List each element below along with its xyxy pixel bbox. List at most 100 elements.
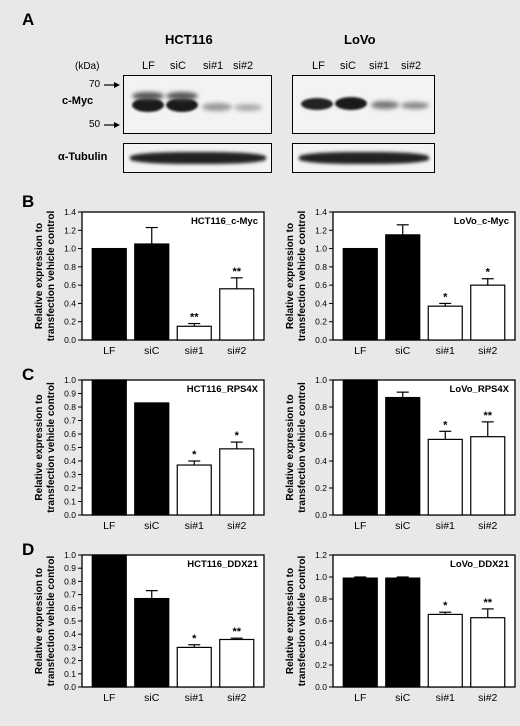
bar — [91, 554, 127, 688]
y-tick-label: 0.8 — [64, 402, 76, 412]
y-tick-label: 0.2 — [315, 660, 327, 670]
y-axis-label: transfection vehicle control — [297, 210, 308, 341]
blot-row-label-cmyc: c-Myc — [62, 95, 94, 107]
significance-marker: * — [235, 430, 240, 442]
lane-label: si#1 — [369, 60, 390, 72]
x-tick-label: si#1 — [185, 520, 204, 532]
y-tick-label: 0.6 — [64, 429, 76, 439]
y-tick-label: 0.0 — [64, 510, 76, 520]
bar — [91, 379, 127, 516]
blot-cell-line-hct116: HCT116 — [165, 32, 213, 47]
kda-label: (kDa) — [75, 61, 100, 72]
bar — [427, 305, 463, 341]
y-axis-label: Relative expression to — [34, 394, 45, 500]
bar — [342, 577, 378, 688]
y-tick-label: 0.0 — [315, 682, 327, 692]
y-axis-label: transfection vehicle control — [46, 210, 57, 341]
x-tick-label: si#2 — [478, 692, 497, 704]
y-tick-label: 0.8 — [315, 594, 327, 604]
x-tick-label: LF — [103, 520, 115, 532]
y-tick-label: 0.4 — [64, 629, 76, 639]
blot-cmyc-lovo — [292, 75, 435, 134]
x-tick-label: si#2 — [478, 345, 497, 357]
x-tick-label: LF — [103, 345, 115, 357]
y-axis-label: Relative expression to — [34, 568, 45, 674]
y-tick-label: 0.9 — [64, 563, 76, 573]
y-tick-label: 0.2 — [315, 483, 327, 493]
chart-title: HCT116_RPS4X — [187, 384, 259, 395]
y-tick-label: 1.4 — [315, 207, 327, 217]
y-axis-label: Relative expression to — [34, 223, 45, 329]
y-tick-label: 1.0 — [315, 572, 327, 582]
y-axis-label: transfection vehicle control — [297, 382, 308, 513]
y-tick-label: 1.0 — [64, 244, 76, 254]
x-tick-label: siC — [144, 692, 160, 704]
y-axis-label: transfection vehicle control — [46, 555, 57, 686]
x-tick-label: si#1 — [436, 692, 455, 704]
x-tick-label: si#1 — [185, 692, 204, 704]
y-tick-label: 0.8 — [315, 402, 327, 412]
lane-label: siC — [340, 60, 356, 72]
chart-lovo-c-myc: 0.0 0.2 0.4 0.6 0.8 1.0 1.2 1.4 Relative express… — [285, 207, 516, 357]
y-tick-label: 0.9 — [64, 389, 76, 399]
significance-marker: * — [443, 600, 448, 612]
y-tick-label: 0.7 — [64, 590, 76, 600]
chart-lovo-ddx21: 0.0 0.2 0.4 0.6 0.8 1.0 1.2 Relative expression… — [285, 550, 516, 704]
lane-label: si#2 — [401, 60, 422, 72]
y-tick-label: 0.4 — [315, 456, 327, 466]
y-tick-label: 0.8 — [64, 576, 76, 586]
x-tick-label: si#1 — [185, 345, 204, 357]
bar — [470, 284, 506, 341]
x-tick-label: siC — [144, 520, 160, 532]
significance-marker: * — [443, 419, 448, 431]
y-tick-label: 0.6 — [315, 280, 327, 290]
y-tick-label: 1.0 — [64, 375, 76, 385]
bar — [470, 617, 506, 688]
y-tick-label: 0.2 — [64, 656, 76, 666]
x-tick-label: siC — [395, 692, 411, 704]
y-tick-label: 0.3 — [64, 642, 76, 652]
bar — [385, 396, 421, 516]
y-tick-label: 0.5 — [64, 443, 76, 453]
y-tick-label: 0.3 — [64, 470, 76, 480]
y-tick-label: 1.2 — [315, 225, 327, 235]
significance-marker: * — [443, 291, 448, 303]
y-tick-label: 0.6 — [315, 616, 327, 626]
y-axis-label: Relative expression to — [285, 568, 296, 674]
significance-marker: * — [192, 449, 197, 461]
y-tick-label: 0.0 — [315, 510, 327, 520]
y-axis-label: transfection vehicle control — [46, 382, 57, 513]
marker-arrows — [104, 82, 120, 128]
bar — [176, 646, 212, 688]
x-tick-label: si#1 — [436, 345, 455, 357]
x-tick-label: si#1 — [436, 520, 455, 532]
bar — [427, 613, 463, 688]
y-tick-label: 0.4 — [64, 456, 76, 466]
x-tick-label: LF — [354, 692, 366, 704]
y-tick-label: 0.0 — [64, 335, 76, 345]
y-tick-label: 0.4 — [64, 298, 76, 308]
bar — [134, 243, 170, 341]
chart-hct116-rps4x: 0.0 0.1 0.2 0.3 0.4 0.5 0.6 0.7 0.8 0.9 1.0 Relativ… — [34, 375, 265, 532]
chart-lovo-rps4x: 0.0 0.2 0.4 0.6 0.8 1.0 Relative expression to… — [285, 375, 516, 532]
bar — [176, 464, 212, 516]
y-tick-label: 0.2 — [64, 483, 76, 493]
y-tick-label: 0.4 — [315, 298, 327, 308]
y-axis-label: transfection vehicle control — [297, 555, 308, 686]
chart-title: HCT116_DDX21 — [187, 559, 258, 570]
y-tick-label: 1.0 — [315, 244, 327, 254]
bar — [219, 288, 255, 341]
significance-marker: ** — [190, 312, 199, 324]
y-tick-label: 0.8 — [315, 262, 327, 272]
lane-label: siC — [170, 60, 186, 72]
y-tick-label: 0.0 — [64, 682, 76, 692]
bar — [427, 438, 463, 516]
x-tick-label: LF — [354, 345, 366, 357]
blot-tubulin-hct116 — [123, 143, 272, 173]
x-tick-label: siC — [395, 520, 411, 532]
significance-marker: ** — [483, 410, 492, 422]
chart-hct116-c-myc: 0.0 0.2 0.4 0.6 0.8 1.0 1.2 1.4 Relative express… — [34, 207, 265, 357]
significance-marker: ** — [232, 266, 241, 278]
x-tick-label: LF — [354, 520, 366, 532]
y-tick-label: 0.8 — [64, 262, 76, 272]
